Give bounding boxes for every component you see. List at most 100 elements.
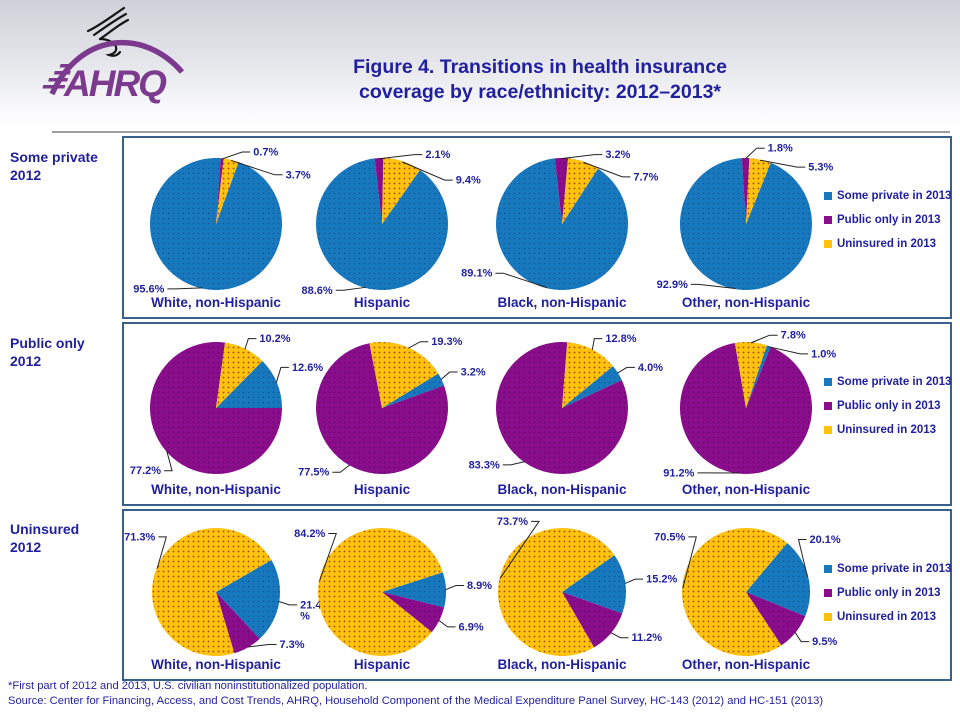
pie-slice-public-only-in-2013 — [216, 592, 260, 654]
label-leader-line — [768, 346, 809, 355]
label-leader-line — [164, 450, 173, 472]
label-leader-line — [408, 341, 429, 349]
category-label-other-non-hispanic: Other, non-Hispanic — [681, 482, 811, 497]
pie-slice-uninsured-in-2013 — [682, 527, 788, 656]
pie-slice-some-private-in-2013 — [382, 373, 445, 408]
pie-slice-uninsured-in-2013 — [216, 158, 239, 224]
legend-label: Uninsured in 2013 — [837, 238, 937, 250]
legend-label: Some private in 2013 — [837, 376, 952, 388]
pie-slice-public-only-in-2013 — [554, 157, 569, 224]
pie-value-label: 7.7% — [633, 171, 658, 183]
pie-chart-public-only-white-non-hispanic: 12.6% 77.2% 10.2% — [130, 333, 323, 477]
category-label-white-non-hispanic: White, non-Hispanic — [151, 657, 281, 672]
category-label-hispanic: Hispanic — [353, 295, 411, 310]
pie-value-label: 4.0% — [638, 362, 663, 374]
category-label-black-non-hispanic: Black, non-Hispanic — [497, 482, 627, 497]
pie-value-label: 12.6% — [292, 362, 323, 374]
legend-label: Public only in 2013 — [837, 587, 941, 599]
legend-swatch-icon — [824, 240, 832, 248]
header-gradient — [0, 0, 960, 134]
pie-slice-public-only-in-2013 — [679, 342, 812, 475]
legend-item-public-only-in-2013: Public only in 2013 — [824, 214, 951, 226]
label-leader-line — [440, 371, 458, 380]
pie-value-label: 84.2% — [294, 528, 325, 540]
pie-value-label: 91.2% — [663, 467, 694, 479]
legend-label: Some private in 2013 — [837, 563, 952, 575]
ahrq-wordmark: AHRQ — [42, 39, 185, 104]
label-leader-line — [332, 464, 351, 473]
pie-chart-some-private-other-non-hispanic: 92.9% 1.8% 5.3% — [657, 143, 834, 291]
pie-value-label: 6.9% — [459, 621, 484, 633]
pie-value-label: 0.7% — [253, 147, 278, 159]
legend-item-some-private-in-2013: Some private in 2013 — [824, 190, 951, 202]
pie-value-label: 70.5% — [654, 531, 685, 543]
label-leader-line — [624, 578, 644, 585]
legend-swatch-icon — [824, 402, 832, 410]
label-leader-line — [690, 283, 736, 289]
label-leader-line — [156, 536, 167, 569]
pie-slice-some-private-in-2013 — [316, 158, 449, 291]
pie-value-label: 95.6% — [133, 283, 164, 295]
pie-slice-some-private-in-2013 — [216, 361, 282, 408]
label-leader-line — [797, 539, 809, 577]
label-leader-line — [682, 536, 697, 589]
row-label-some-private-2012: Some private 2012 — [10, 149, 98, 183]
label-leader-line — [445, 585, 464, 591]
legend-swatch-icon — [824, 216, 832, 224]
legend-item-uninsured-in-2013: Uninsured in 2013 — [824, 611, 951, 623]
legend-swatch-icon — [824, 192, 832, 200]
pie-value-label: 92.9% — [657, 279, 688, 291]
pie-value-label: 77.2% — [130, 465, 161, 477]
category-label-black-non-hispanic: Black, non-Hispanic — [497, 657, 627, 672]
label-leader-line — [335, 286, 366, 291]
category-label-other-non-hispanic: Other, non-Hispanic — [681, 657, 811, 672]
pie-chart-public-only-hispanic: 3.2% 77.5% 19.3% — [298, 336, 486, 479]
category-label-white-non-hispanic: White, non-Hispanic — [151, 482, 281, 497]
pie-slice-some-private-in-2013 — [562, 366, 622, 408]
category-label-hispanic: Hispanic — [353, 657, 411, 672]
label-leader-line — [495, 272, 548, 289]
pie-slice-uninsured-in-2013 — [152, 528, 272, 657]
label-leader-line — [745, 147, 765, 160]
pie-value-label: 71.3% — [124, 531, 155, 543]
ahrq-logo: AHRQ — [28, 2, 188, 114]
pie-value-label: 5.3% — [808, 162, 833, 174]
pie-value-label: 9.5% — [812, 636, 837, 648]
pie-slice-uninsured-in-2013 — [498, 527, 615, 656]
pie-slice-uninsured-in-2013 — [562, 158, 598, 224]
label-leader-line — [230, 159, 283, 176]
category-label-white-non-hispanic: White, non-Hispanic — [151, 295, 281, 310]
label-leader-line — [379, 154, 423, 160]
pie-value-label: 1.0% — [811, 348, 836, 360]
pie-slice-uninsured-in-2013 — [562, 342, 613, 408]
pie-value-label: 20.1% — [810, 534, 841, 546]
label-leader-line — [244, 338, 257, 350]
pie-slice-public-only-in-2013 — [741, 158, 750, 224]
pie-slice-uninsured-in-2013 — [746, 158, 771, 224]
label-leader-line — [750, 334, 778, 344]
label-leader-line — [247, 644, 277, 648]
pie-chart-uninsured-white-non-hispanic: 21.4 % 7.3% 71.3% — [124, 528, 322, 657]
pie-value-label: 3.7% — [286, 169, 311, 181]
label-leader-line — [502, 461, 525, 466]
pie-value-label: 89.1% — [461, 268, 492, 280]
pie-value-label: 3.2% — [461, 367, 486, 379]
pie-slice-public-only-in-2013 — [382, 592, 445, 633]
legend: Some private in 2013 Public only in 2013 U… — [824, 376, 951, 448]
pie-slice-some-private-in-2013 — [382, 572, 447, 608]
label-leader-line — [610, 632, 629, 639]
pie-value-label: 10.2% — [259, 333, 290, 345]
pie-chart-uninsured-other-non-hispanic: 20.1% 9.5% 70.5% — [654, 527, 841, 656]
title-line-1: Figure 4. Transitions in health insuranc… — [353, 56, 727, 78]
legend-item-public-only-in-2013: Public only in 2013 — [824, 587, 951, 599]
legend-label: Public only in 2013 — [837, 400, 941, 412]
category-label-other-non-hispanic: Other, non-Hispanic — [681, 295, 811, 310]
pie-value-label: 77.5% — [298, 467, 329, 479]
legend-item-uninsured-in-2013: Uninsured in 2013 — [824, 424, 951, 436]
pie-value-label: 88.6% — [302, 285, 333, 297]
page-title: Figure 4. Transitions in health insuranc… — [230, 55, 850, 105]
header-divider — [52, 131, 950, 133]
pie-slice-uninsured-in-2013 — [318, 527, 443, 656]
label-leader-line — [402, 161, 453, 181]
svg-text:AHRQ: AHRQ — [63, 63, 167, 104]
